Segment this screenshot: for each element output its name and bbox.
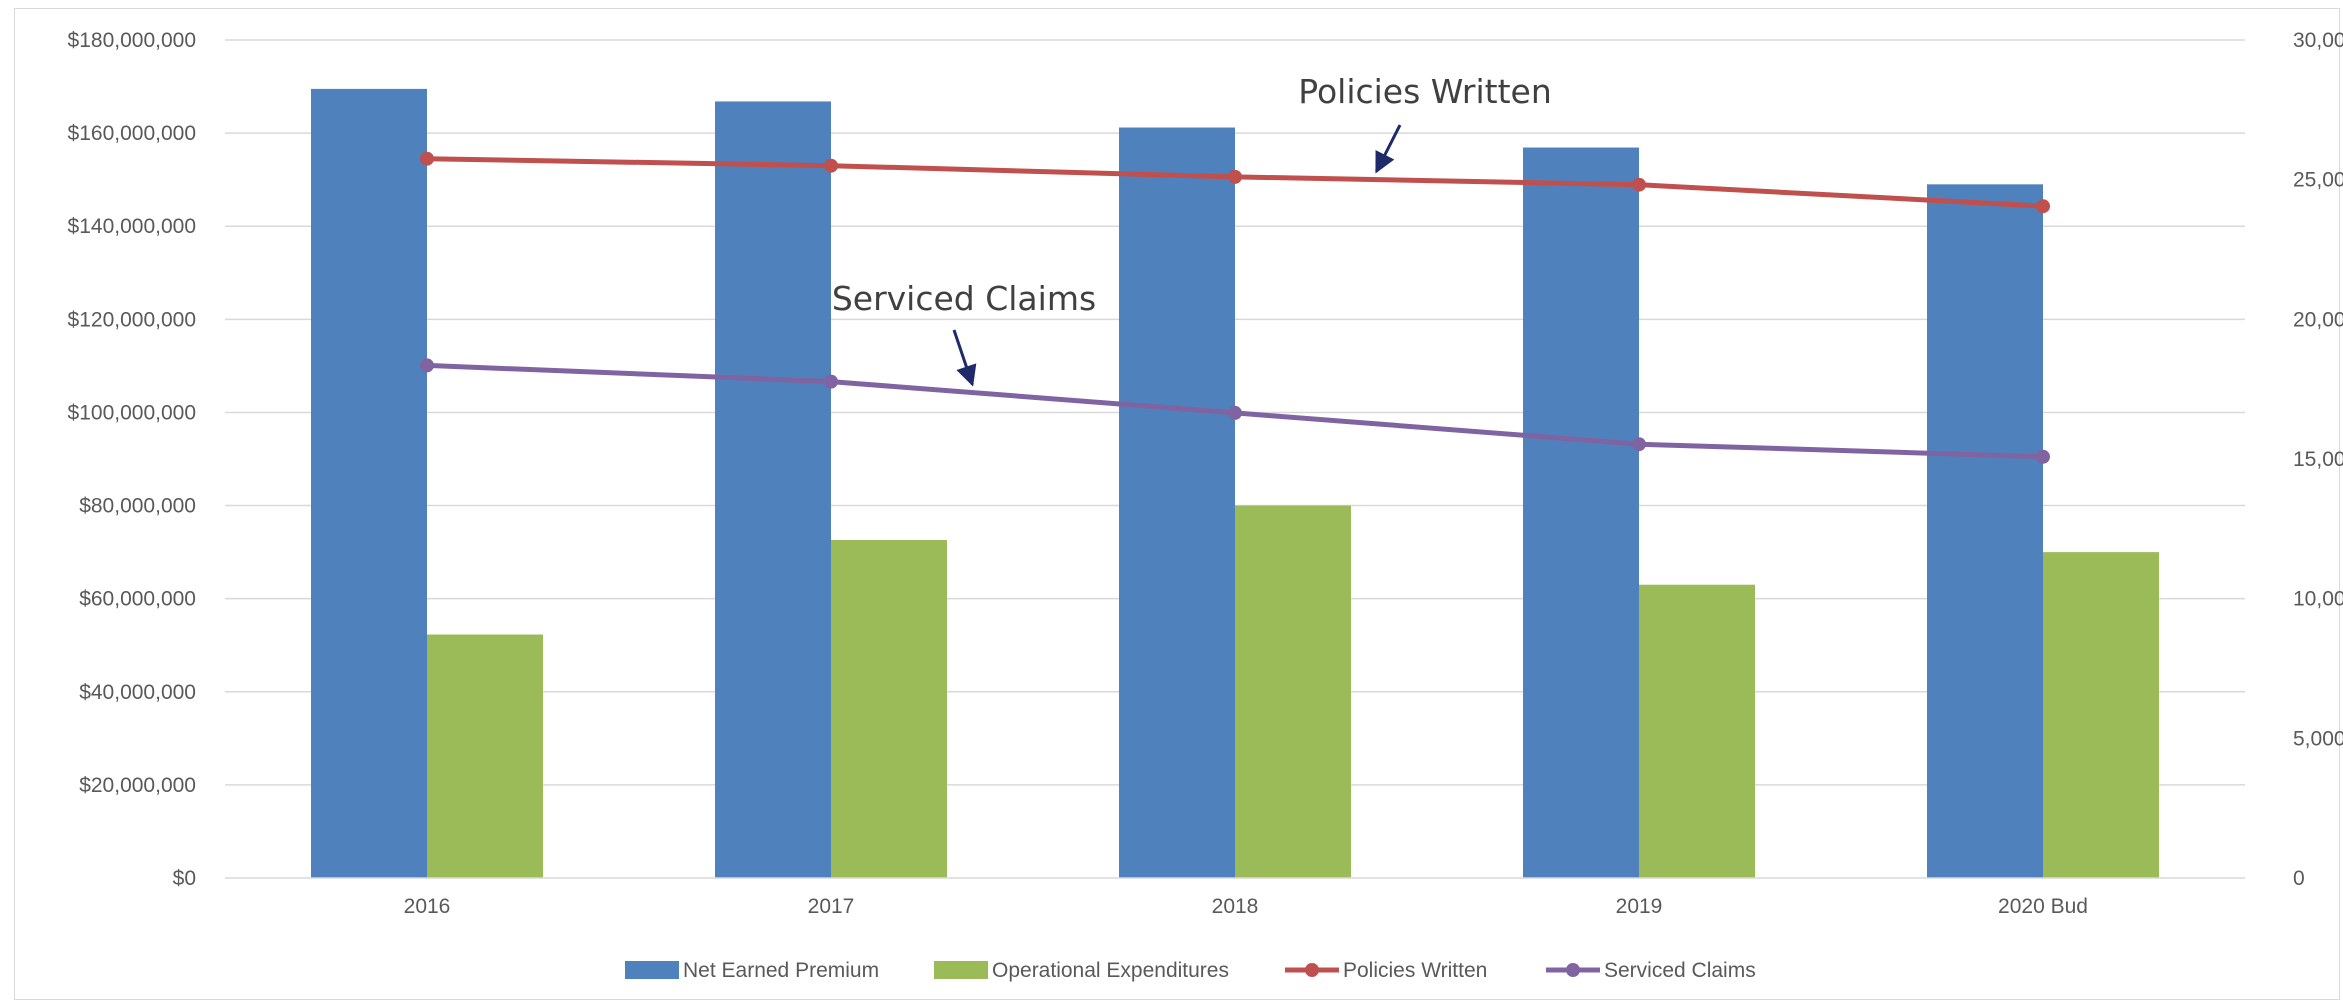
point-policies-written (2036, 199, 2050, 214)
bar-net-earned-premium (715, 101, 831, 879)
legend-item-net-earned-premium: Net Earned Premium (625, 959, 879, 982)
legend-item-policies-written: Policies Written (1285, 959, 1487, 982)
point-policies-written (824, 158, 838, 173)
bar-net-earned-premium (1927, 184, 2043, 879)
x-axis-tick-label: 2018 (1212, 895, 1259, 918)
bar-net-earned-premium (1119, 127, 1235, 879)
left-axis-tick-label: $20,000,000 (79, 774, 196, 797)
legend-item-serviced-claims: Serviced Claims (1546, 959, 1756, 982)
bar-operational-expenditures (2043, 552, 2159, 878)
annotation-arrow (952, 329, 977, 387)
point-policies-written (420, 151, 434, 166)
right-axis-tick-label: 5,000 (2293, 727, 2343, 750)
left-axis-tick-label: $160,000,000 (68, 122, 196, 145)
annotations: Policies Written Serviced Claims (832, 72, 1552, 387)
point-serviced-claims (420, 358, 434, 373)
bar-net-earned-premium (1523, 147, 1639, 878)
right-axis-tick-label: 30,000 (2293, 29, 2343, 52)
bar-operational-expenditures (427, 634, 543, 878)
legend-label: Serviced Claims (1604, 959, 1756, 982)
point-serviced-claims (1228, 405, 1242, 420)
point-serviced-claims (2036, 449, 2050, 464)
series-lines (420, 151, 2050, 464)
left-axis-tick-label: $120,000,000 (68, 308, 196, 331)
left-axis-tick-label: $140,000,000 (68, 215, 196, 238)
legend-swatch-marker (1305, 963, 1319, 977)
right-axis-tick-label: 20,000 (2293, 308, 2343, 331)
left-axis-tick-label: $100,000,000 (68, 401, 196, 424)
bar-operational-expenditures (831, 540, 947, 878)
x-axis-tick-label: 2020 Bud (1998, 895, 2088, 918)
left-axis-tick-label: $180,000,000 (68, 29, 196, 52)
left-axis-tick-label: $80,000,000 (79, 495, 196, 518)
tick-labels: $0 $20,000,000 $40,000,000 $60,000,000 $80,0… (68, 29, 2343, 918)
left-axis-tick-label: $40,000,000 (79, 681, 196, 704)
point-policies-written (1228, 169, 1242, 184)
right-axis-tick-label: 0 (2293, 867, 2305, 890)
point-policies-written (1632, 177, 1646, 192)
legend: Net Earned Premium Operational Expenditur… (625, 959, 1756, 982)
bar-operational-expenditures (1639, 584, 1755, 878)
bar-operational-expenditures (1235, 505, 1351, 878)
right-axis-tick-label: 10,000 (2293, 588, 2343, 611)
bar-net-earned-premium (311, 88, 427, 879)
annotation-policies-written: Policies Written (1298, 72, 1552, 111)
x-axis-tick-label: 2017 (808, 895, 855, 918)
annotation-serviced-claims: Serviced Claims (832, 279, 1096, 318)
right-axis-tick-label: 25,000 (2293, 169, 2343, 192)
left-axis-tick-label: $60,000,000 (79, 588, 196, 611)
legend-swatch-marker (1566, 963, 1580, 977)
legend-swatch (934, 961, 988, 979)
annotation-arrow (1375, 124, 1402, 174)
legend-swatch (625, 961, 679, 979)
left-axis-tick-label: $0 (173, 867, 196, 890)
legend-label: Operational Expenditures (992, 959, 1229, 982)
x-axis-tick-label: 2019 (1616, 895, 1663, 918)
right-axis-tick-label: 15,000 (2293, 448, 2343, 471)
x-axis-tick-label: 2016 (404, 895, 451, 918)
bars (311, 88, 2159, 879)
legend-label: Policies Written (1343, 959, 1487, 982)
point-serviced-claims (1632, 437, 1646, 452)
point-serviced-claims (824, 374, 838, 389)
legend-label: Net Earned Premium (683, 959, 879, 982)
legend-item-operational-expenditures: Operational Expenditures (934, 959, 1229, 982)
